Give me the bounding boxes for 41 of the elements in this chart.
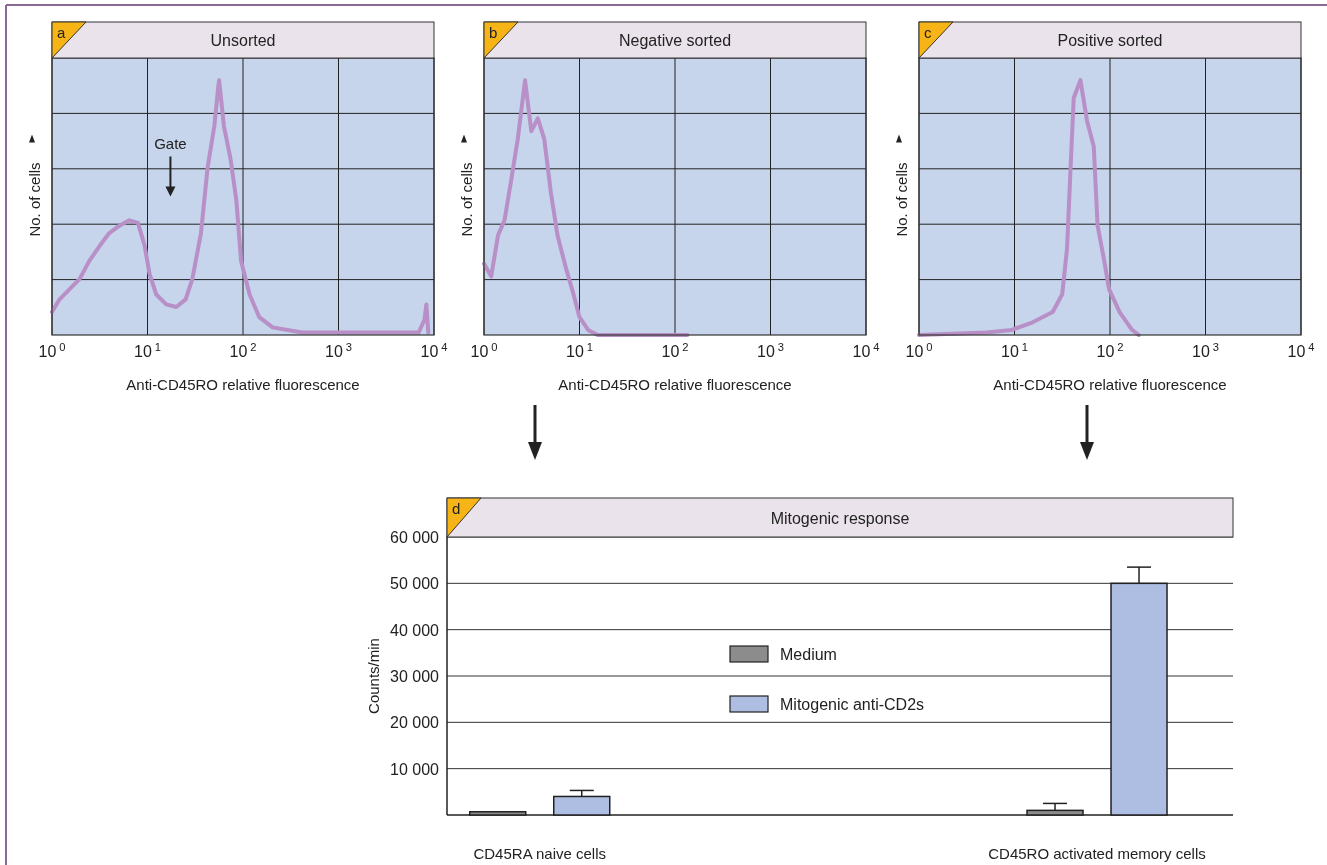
chart-title: Negative sorted [618, 32, 732, 49]
y-tick-label: 30 000 [390, 668, 440, 685]
x-tick-label: 10$^{3}$ [324, 341, 353, 360]
legend-label: Mitogenic anti-CD2s [780, 696, 925, 713]
x-tick-label: 10$^{0}$ [38, 341, 66, 360]
text: c [924, 24, 932, 41]
y-axis-title: No. of cells [458, 162, 475, 237]
y-tick-label: 10 000 [390, 760, 440, 778]
y-tick-label: 40 000 [390, 621, 440, 639]
x-tick-label: CD45RA naive cells [473, 845, 607, 862]
x-tick-label: 10$^{2}$ [661, 341, 689, 360]
x-tick-label: 10$^{0}$ [470, 341, 498, 360]
x-tick-label: 10$^{3}$ [1191, 341, 1220, 360]
x-tick-label: 10$^{1}$ [565, 341, 594, 360]
legend-label: Medium [780, 646, 837, 663]
text: a [57, 24, 66, 41]
x-tick-label: 10$^{4}$ [1287, 341, 1315, 360]
x-tick-label: 10$^{4}$ [852, 341, 880, 360]
x-tick-label: 10$^{1}$ [133, 341, 162, 360]
y-tick-label: 20 000 [390, 714, 440, 732]
x-tick-label: 10$^{1}$ [1000, 341, 1029, 360]
y-tick-label: 50 000 [390, 575, 440, 593]
text: b [489, 24, 498, 41]
y-axis-title: No. of cells [893, 162, 910, 237]
text: d [452, 500, 461, 517]
chart-title: Positive sorted [1057, 32, 1163, 49]
x-tick-label: 10$^{0}$ [905, 341, 933, 360]
annotation: Gate [154, 134, 187, 152]
x-axis-title: Anti-CD45RO relative fluorescence [993, 376, 1227, 393]
x-tick-label: CD45RO activated memory cells [988, 845, 1206, 862]
x-tick-label: 10$^{2}$ [1096, 341, 1124, 360]
y-axis-title: Counts/min [365, 638, 382, 714]
x-tick-label: 10$^{3}$ [756, 341, 785, 360]
x-axis-title: Anti-CD45RO relative fluorescence [558, 376, 792, 393]
chart-title: Unsorted [210, 32, 276, 49]
x-tick-label: 10$^{2}$ [229, 341, 257, 360]
x-tick-label: 10$^{4}$ [420, 341, 448, 360]
y-tick-label: 60 000 [390, 529, 440, 546]
x-axis-title: Anti-CD45RO relative fluorescence [126, 376, 360, 393]
chart-title: Mitogenic response [770, 509, 910, 527]
y-axis-title: No. of cells [26, 162, 43, 237]
